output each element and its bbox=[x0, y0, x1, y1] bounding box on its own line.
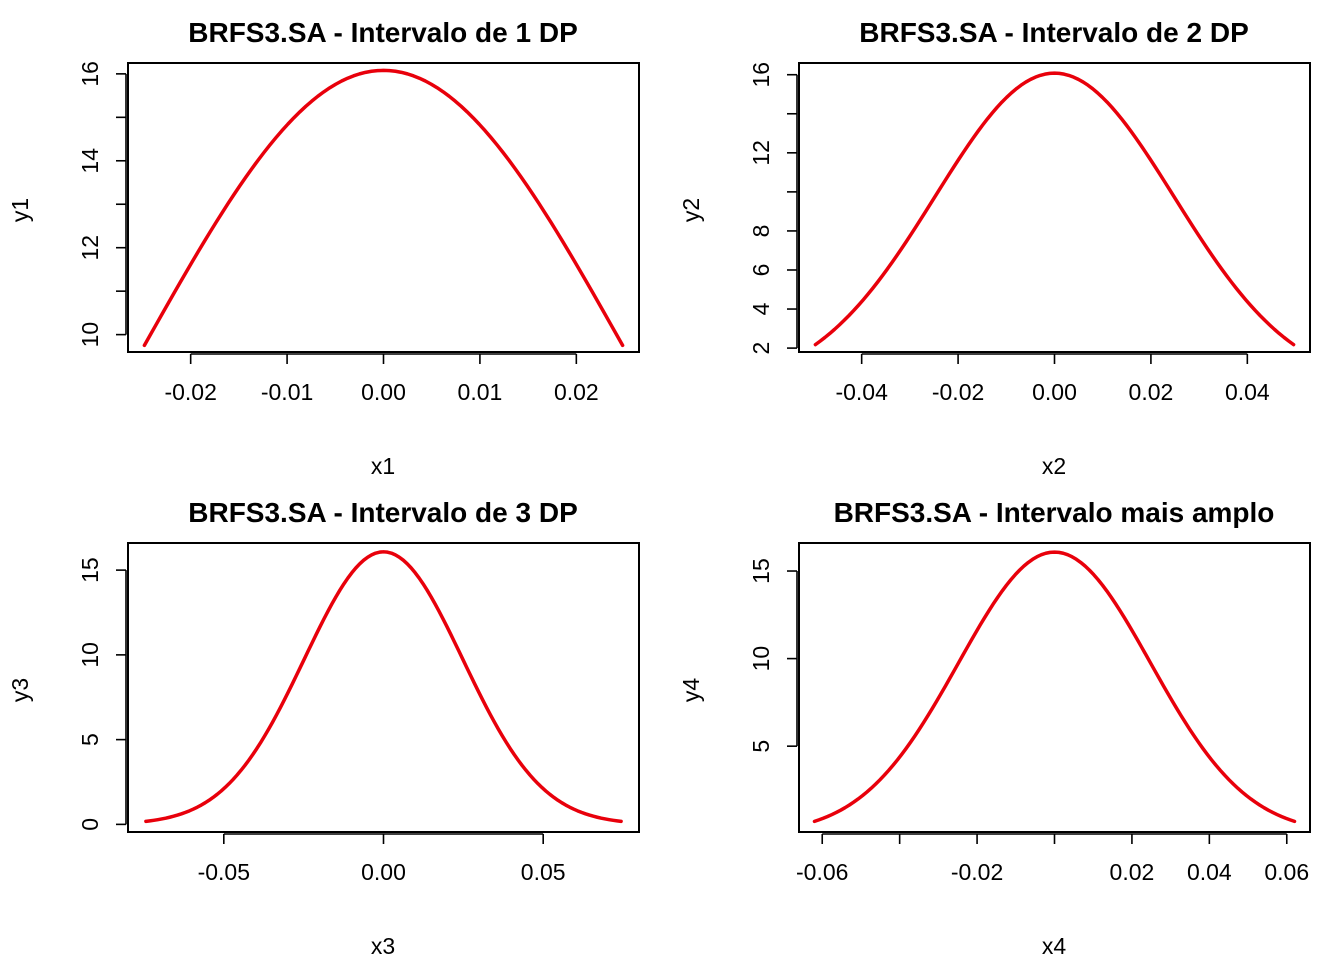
y-tick-label: 10 bbox=[77, 642, 103, 668]
x-tick-label: 0.00 bbox=[361, 379, 406, 405]
panel-3dp: BRFS3.SA - Intervalo de 3 DP x3 y3 -0.05… bbox=[7, 497, 640, 959]
y-tick-label: 15 bbox=[748, 558, 774, 584]
y-tick-label: 10 bbox=[748, 646, 774, 672]
plot-frame bbox=[798, 542, 1311, 833]
x-tick-label: 0.05 bbox=[521, 859, 566, 885]
y-tick-label: 16 bbox=[77, 61, 103, 87]
y-tick-label: 6 bbox=[748, 264, 774, 277]
x-tick-label: -0.05 bbox=[198, 859, 250, 885]
y-tick-label: 14 bbox=[77, 148, 103, 174]
x-axis-label: x4 bbox=[1042, 933, 1067, 959]
panel-title: BRFS3.SA - Intervalo de 3 DP bbox=[188, 497, 578, 528]
x-tick-label: 0.02 bbox=[554, 379, 599, 405]
x-tick-label: -0.06 bbox=[796, 859, 848, 885]
plot-frame bbox=[127, 542, 640, 833]
series-line bbox=[142, 68, 625, 348]
x-tick-label: 0.02 bbox=[1129, 379, 1174, 405]
panel-title: BRFS3.SA - Intervalo mais amplo bbox=[834, 497, 1275, 528]
y-axis-label: y4 bbox=[678, 678, 704, 703]
x-axis-label: x2 bbox=[1042, 453, 1066, 479]
x-tick-label: 0.04 bbox=[1187, 859, 1232, 885]
series-line bbox=[812, 550, 1297, 824]
x-tick-label: 0.02 bbox=[1110, 859, 1155, 885]
x-tick-label: 0.04 bbox=[1225, 379, 1270, 405]
panel-wide: BRFS3.SA - Intervalo mais amplo x4 y4 -0… bbox=[678, 497, 1311, 959]
y-tick-label: 4 bbox=[748, 302, 774, 315]
panel-2dp: BRFS3.SA - Intervalo de 2 DP x2 y2 -0.04… bbox=[678, 17, 1311, 479]
series-line bbox=[813, 71, 1296, 347]
y-tick-label: 8 bbox=[748, 225, 774, 238]
y-axis-label: y3 bbox=[7, 678, 33, 702]
panel-1dp: BRFS3.SA - Intervalo de 1 DP x1 y1 -0.02… bbox=[7, 17, 640, 479]
plot-frame bbox=[798, 62, 1311, 353]
x-tick-label: -0.02 bbox=[951, 859, 1003, 885]
series-line bbox=[144, 550, 623, 824]
x-tick-label: -0.02 bbox=[164, 379, 216, 405]
y-tick-label: 5 bbox=[77, 733, 103, 746]
y-tick-label: 0 bbox=[77, 818, 103, 831]
x-tick-label: -0.01 bbox=[261, 379, 313, 405]
panel-title: BRFS3.SA - Intervalo de 1 DP bbox=[188, 17, 578, 48]
x-tick-label: 0.00 bbox=[361, 859, 406, 885]
x-tick-label: -0.04 bbox=[835, 379, 888, 405]
y-tick-label: 12 bbox=[748, 140, 774, 166]
y-axis-label: y1 bbox=[7, 198, 33, 222]
plot-frame bbox=[127, 62, 640, 353]
x-tick-label: -0.02 bbox=[932, 379, 984, 405]
y-tick-label: 2 bbox=[748, 342, 774, 355]
y-tick-label: 5 bbox=[748, 740, 774, 753]
y-tick-label: 15 bbox=[77, 557, 103, 583]
x-tick-label: 0.06 bbox=[1264, 859, 1309, 885]
y-tick-label: 10 bbox=[77, 322, 103, 348]
x-axis-label: x1 bbox=[371, 453, 395, 479]
y-tick-label: 16 bbox=[748, 62, 774, 88]
y-axis-label: y2 bbox=[678, 198, 704, 222]
x-axis-label: x3 bbox=[371, 933, 395, 959]
y-tick-label: 12 bbox=[77, 235, 103, 261]
x-tick-label: 0.01 bbox=[458, 379, 503, 405]
panel-title: BRFS3.SA - Intervalo de 2 DP bbox=[859, 17, 1249, 48]
x-tick-label: 0.00 bbox=[1032, 379, 1077, 405]
